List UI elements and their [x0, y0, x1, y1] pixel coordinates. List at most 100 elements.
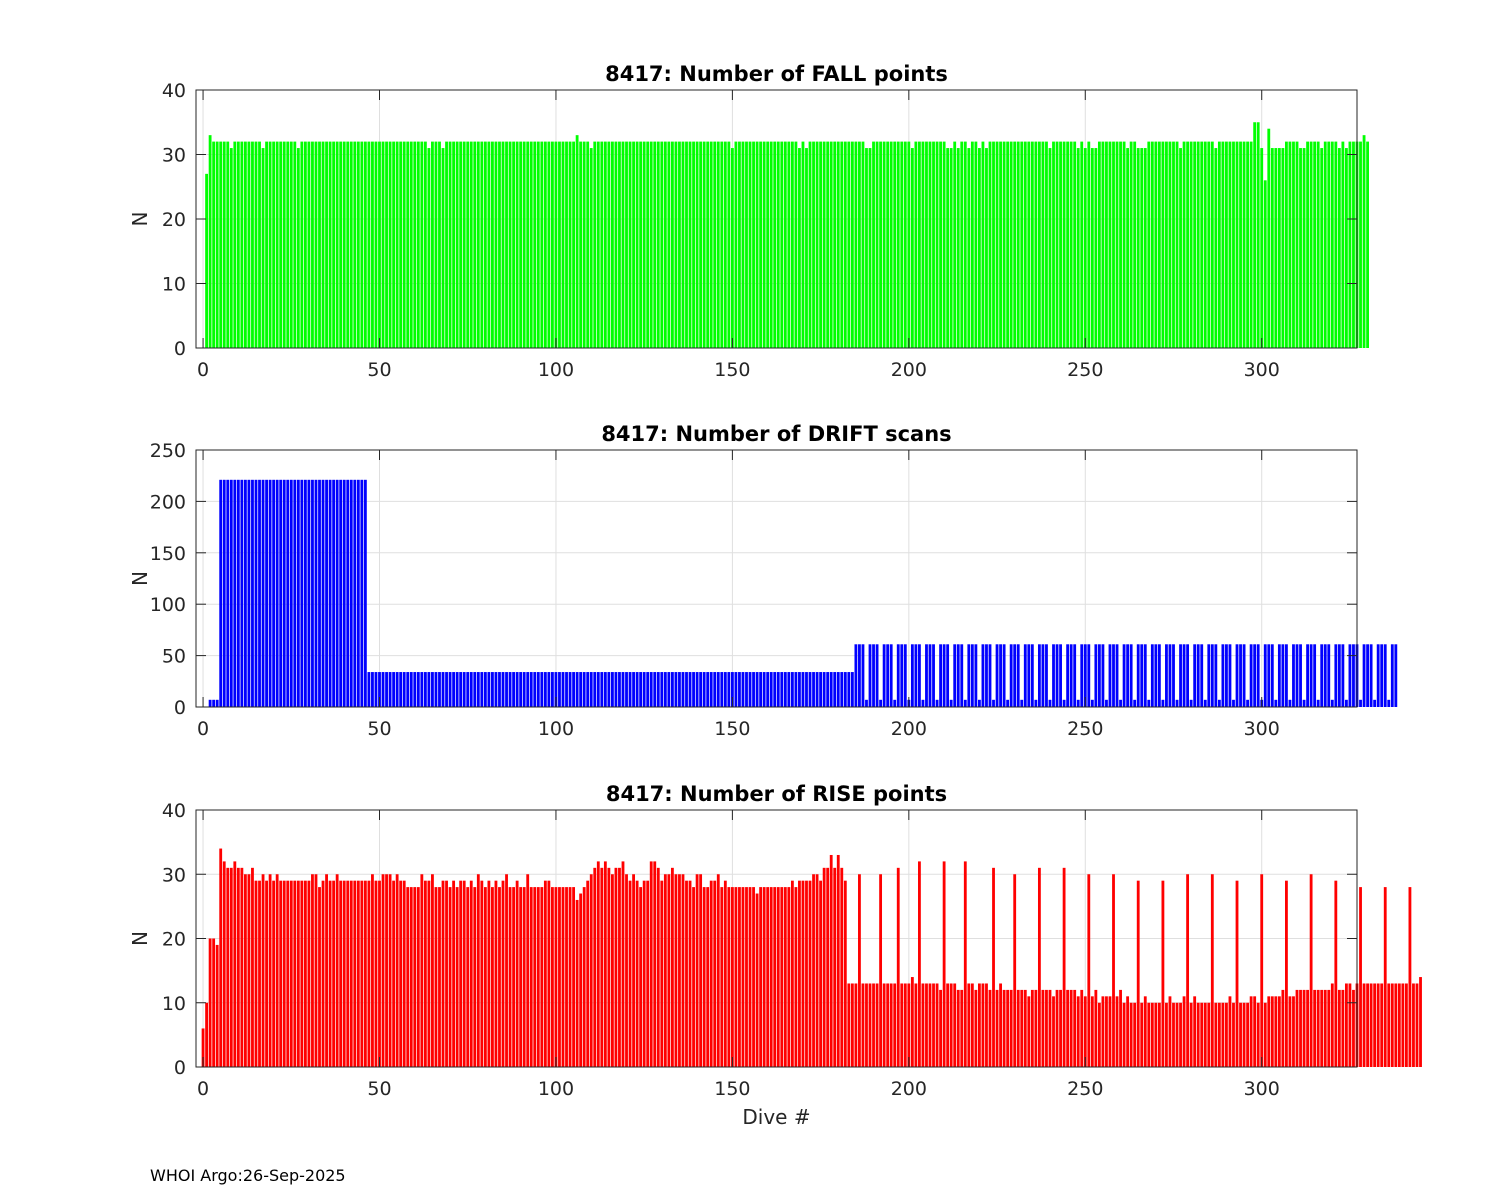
- bar: [505, 141, 508, 348]
- bar: [1210, 874, 1214, 1067]
- bar: [790, 672, 794, 707]
- bar: [946, 148, 950, 348]
- bar: [1016, 989, 1020, 1067]
- bar: [318, 479, 321, 707]
- bar: [501, 880, 505, 1067]
- bar: [1066, 141, 1070, 348]
- bar: [632, 874, 635, 1067]
- bar: [1341, 989, 1345, 1067]
- bar: [529, 887, 533, 1067]
- bar: [1101, 141, 1105, 348]
- bar: [660, 672, 664, 707]
- bar: [1242, 141, 1246, 348]
- bar: [491, 141, 494, 348]
- bar: [1383, 644, 1387, 707]
- bar: [233, 141, 237, 348]
- bar: [1352, 141, 1355, 348]
- bar: [681, 874, 685, 1067]
- bar: [674, 141, 678, 348]
- bar: [356, 880, 360, 1067]
- bar: [215, 944, 219, 1067]
- bar: [1101, 996, 1105, 1067]
- bar: [755, 893, 759, 1067]
- bar: [1055, 141, 1059, 348]
- bar: [452, 141, 456, 348]
- bar: [918, 861, 921, 1067]
- bar: [614, 141, 618, 348]
- bar: [1200, 1002, 1204, 1067]
- bar: [1369, 644, 1373, 707]
- bar: [762, 672, 766, 707]
- bar: [1168, 644, 1172, 707]
- bar: [1105, 996, 1108, 1067]
- bar: [381, 672, 385, 707]
- bar: [399, 880, 403, 1067]
- bar: [469, 141, 473, 348]
- bar: [663, 874, 667, 1067]
- bar: [896, 141, 900, 348]
- bar: [812, 141, 815, 348]
- bar: [406, 672, 410, 707]
- bar: [526, 874, 530, 1067]
- bar: [1292, 141, 1295, 348]
- bar: [1256, 644, 1260, 707]
- bar: [1080, 644, 1084, 707]
- y-tick-label: 20: [162, 209, 186, 231]
- bar: [879, 874, 883, 1067]
- bar: [445, 141, 448, 348]
- bar: [423, 672, 427, 707]
- bar: [1122, 141, 1126, 348]
- bar: [205, 1002, 208, 1067]
- bar: [727, 672, 731, 707]
- bar: [992, 699, 995, 707]
- bar: [815, 672, 819, 707]
- bar: [356, 141, 360, 348]
- bar: [787, 672, 791, 707]
- bar: [438, 141, 441, 348]
- bar: [1334, 644, 1338, 707]
- bar: [431, 874, 434, 1067]
- y-tick-label: 0: [174, 697, 186, 719]
- bar: [494, 880, 498, 1067]
- bar: [392, 672, 396, 707]
- bar: [713, 880, 717, 1067]
- bar: [840, 867, 844, 1067]
- bar: [730, 887, 734, 1067]
- bar: [618, 867, 621, 1067]
- bar: [692, 672, 695, 707]
- bar: [318, 141, 321, 348]
- bar: [1249, 996, 1253, 1067]
- bar: [526, 672, 530, 707]
- bar: [1376, 644, 1380, 707]
- bar: [600, 141, 604, 348]
- bar: [1119, 699, 1122, 707]
- bar: [769, 887, 773, 1067]
- bar: [656, 867, 660, 1067]
- bar: [1235, 880, 1239, 1067]
- bar: [1225, 1002, 1228, 1067]
- bar: [872, 141, 875, 348]
- bar: [1186, 874, 1190, 1067]
- bar: [1214, 1002, 1218, 1067]
- bar: [1285, 141, 1288, 348]
- bar: [759, 672, 763, 707]
- bar: [1341, 141, 1345, 348]
- bar: [755, 672, 759, 707]
- bar: [533, 887, 537, 1067]
- bar: [801, 880, 805, 1067]
- bar: [766, 672, 770, 707]
- bar: [988, 141, 992, 348]
- bar: [1352, 989, 1355, 1067]
- bar: [395, 672, 399, 707]
- bar: [1239, 1002, 1242, 1067]
- bar: [776, 672, 780, 707]
- bar: [1175, 699, 1179, 707]
- bar: [667, 874, 671, 1067]
- bar: [332, 141, 336, 348]
- bar: [349, 479, 353, 707]
- bar: [1136, 644, 1140, 707]
- bar: [582, 141, 586, 348]
- bar: [1302, 989, 1306, 1067]
- bar: [847, 141, 851, 348]
- bar: [385, 141, 388, 348]
